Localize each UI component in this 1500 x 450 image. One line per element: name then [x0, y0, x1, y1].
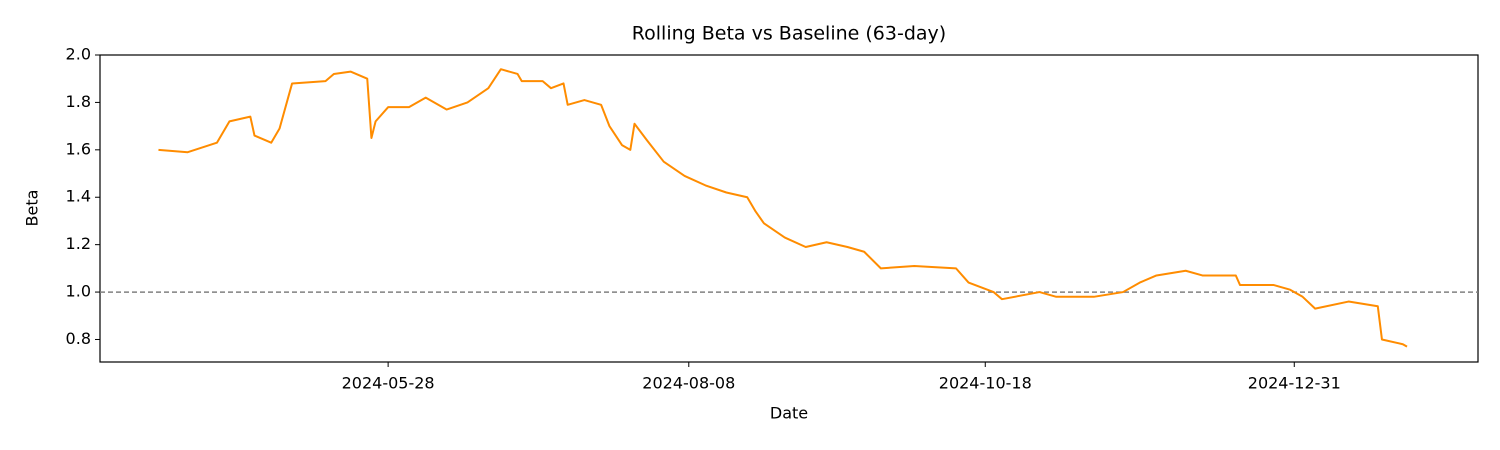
- x-tick-label: 2024-10-18: [939, 374, 1032, 393]
- x-tick-label: 2024-08-08: [642, 374, 735, 393]
- y-tick-label: 1.0: [66, 282, 91, 301]
- x-tick-label: 2024-12-31: [1248, 374, 1341, 393]
- line-series: [158, 68, 1408, 348]
- y-tick-label: 2.0: [66, 45, 91, 64]
- y-tick-label: 1.6: [66, 139, 91, 158]
- y-tick-label: 1.8: [66, 92, 91, 111]
- x-axis-label: Date: [770, 404, 808, 423]
- chart-title: Rolling Beta vs Baseline (63-day): [632, 23, 946, 45]
- y-tick-label: 1.2: [66, 234, 91, 253]
- y-tick-label: 0.8: [66, 329, 91, 348]
- y-axis-label: Beta: [23, 190, 42, 227]
- x-tick-label: 2024-05-28: [342, 374, 435, 393]
- plot-frame: [99, 54, 1479, 363]
- y-tick-label: 1.4: [66, 187, 91, 206]
